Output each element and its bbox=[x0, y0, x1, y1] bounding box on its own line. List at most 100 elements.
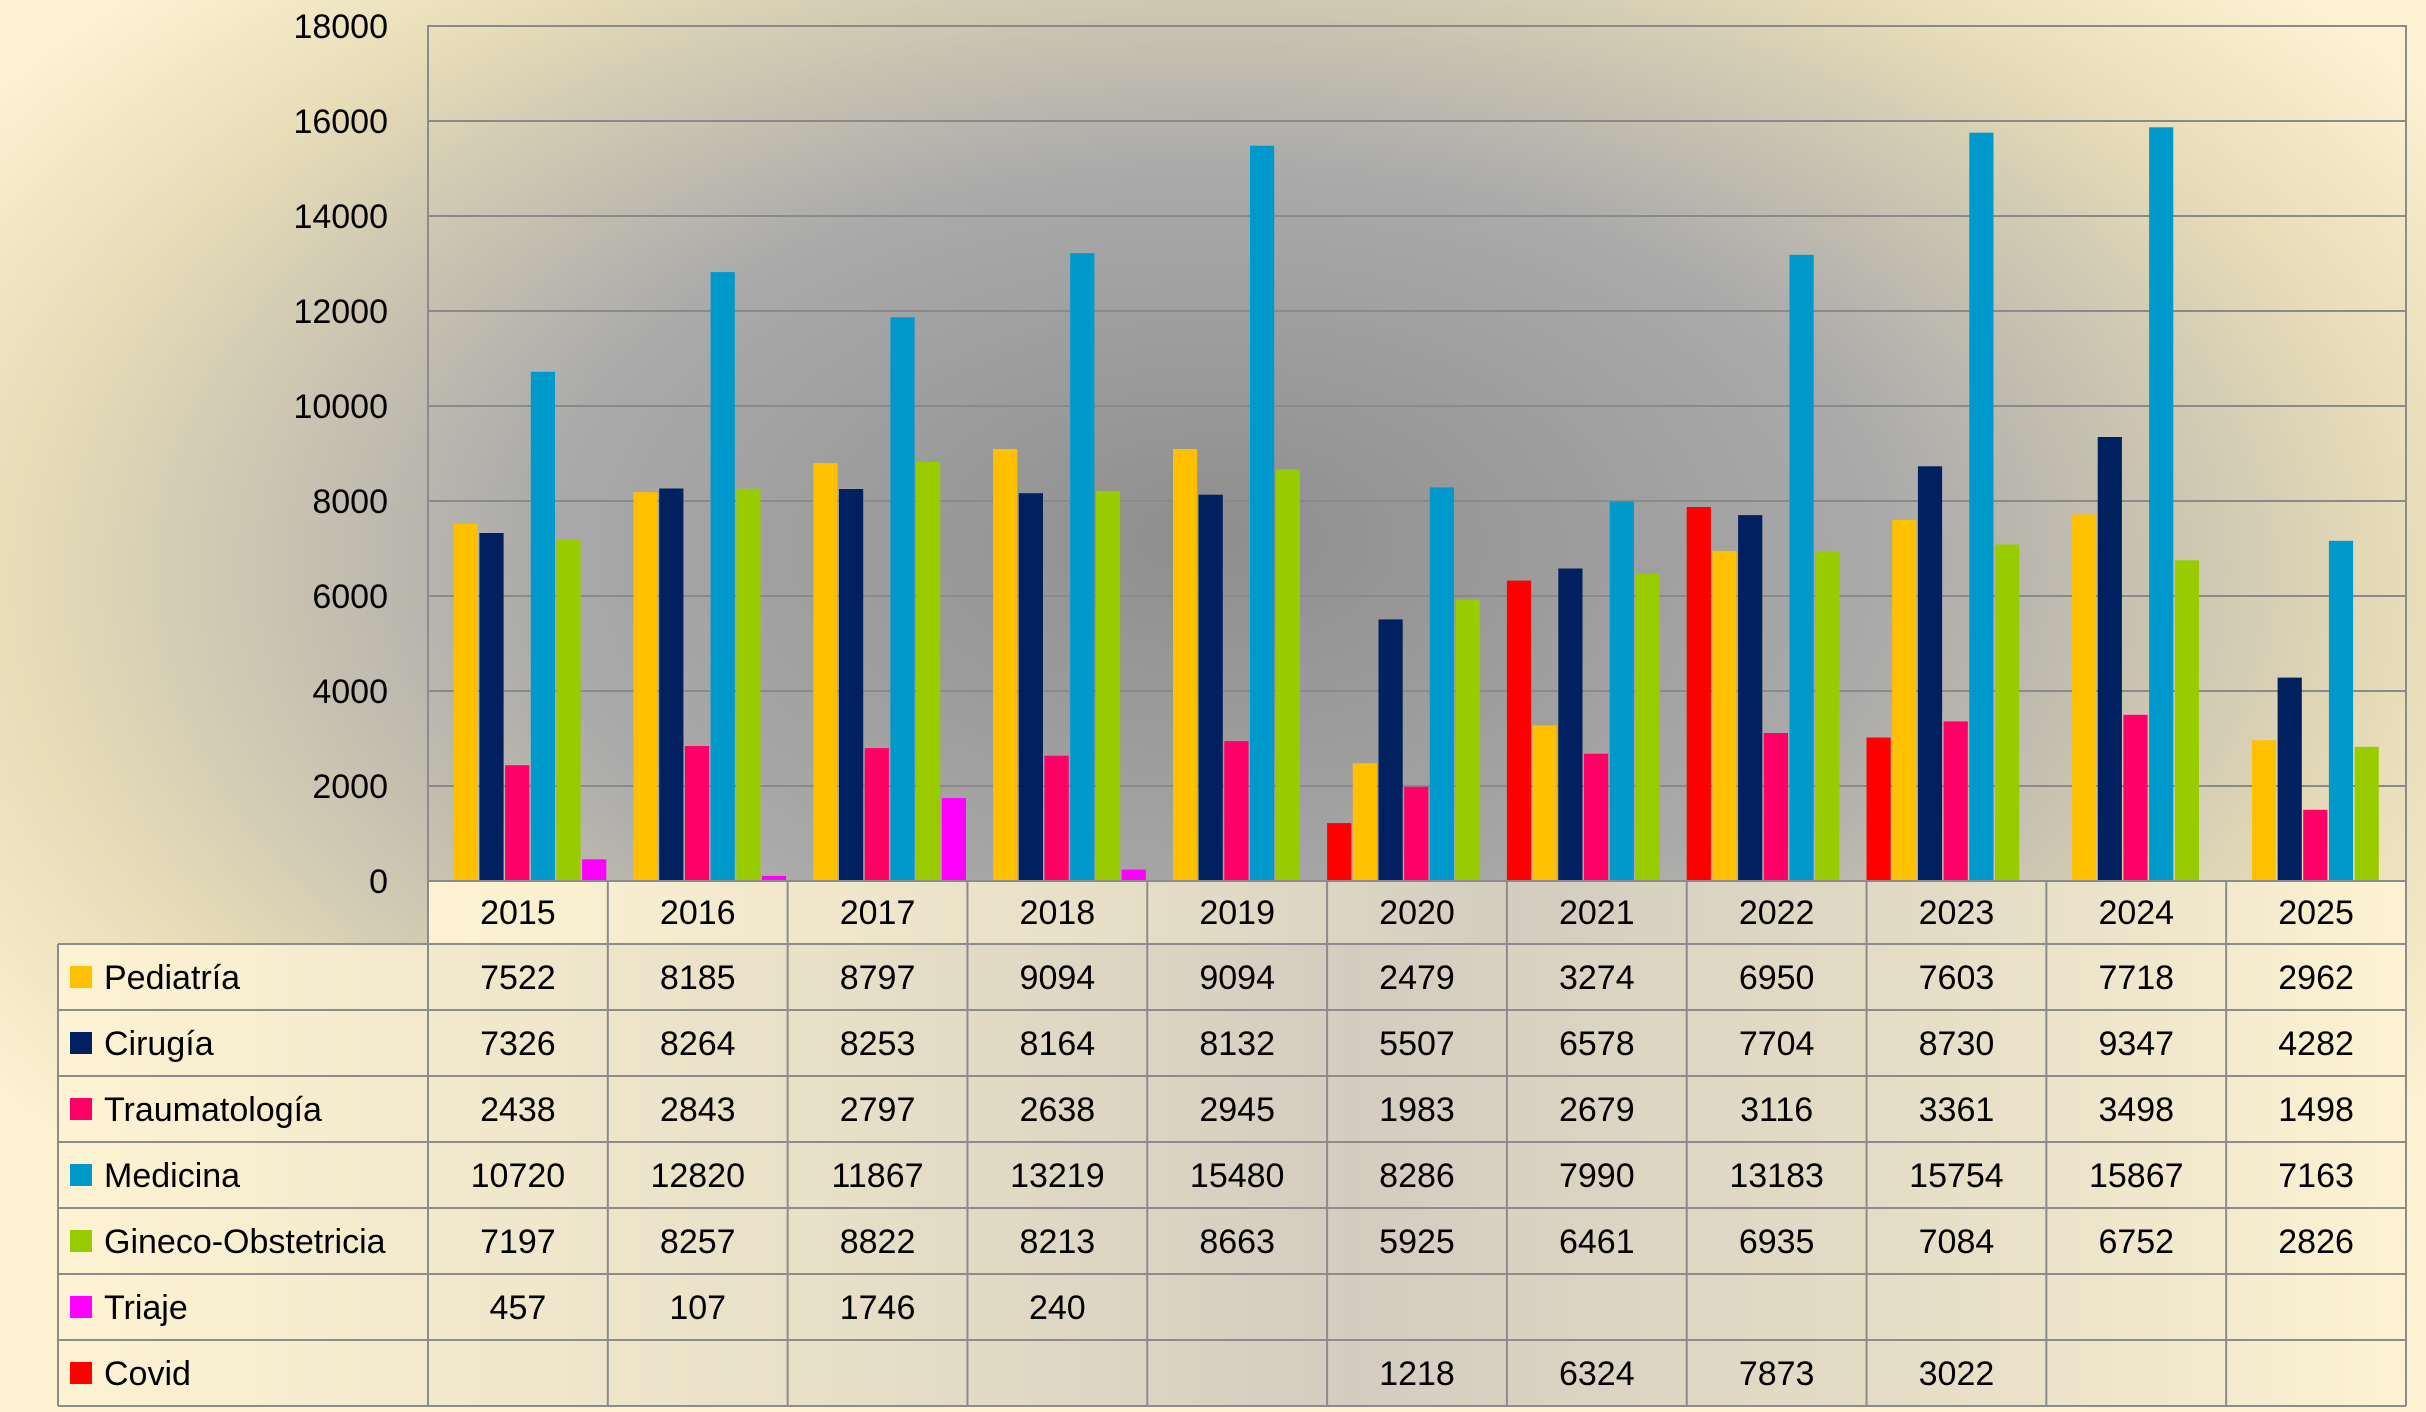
table-cell-value: 8185 bbox=[660, 959, 736, 997]
x-category-label: 2018 bbox=[1020, 894, 1096, 932]
x-category-label: 2017 bbox=[840, 894, 916, 932]
table-cell-value: 8164 bbox=[1020, 1025, 1096, 1063]
table-cell-value: 7990 bbox=[1559, 1157, 1635, 1195]
table-cell-value: 3116 bbox=[1740, 1091, 1813, 1129]
bar bbox=[479, 533, 504, 881]
y-tick-label: 8000 bbox=[312, 483, 388, 521]
table-cell-value: 8286 bbox=[1379, 1157, 1455, 1195]
bar bbox=[890, 317, 915, 881]
table-cell-value: 6578 bbox=[1559, 1025, 1635, 1063]
bar bbox=[1404, 786, 1429, 881]
table-cell-value: 8213 bbox=[1020, 1223, 1096, 1261]
y-tick-label: 12000 bbox=[293, 293, 388, 331]
table-cell-value: 10720 bbox=[471, 1157, 566, 1195]
legend-swatch bbox=[70, 966, 92, 988]
table-cell-value: 2797 bbox=[840, 1091, 916, 1129]
table-header-background bbox=[428, 881, 2406, 944]
x-category-label: 2019 bbox=[1199, 894, 1275, 932]
table-cell-value: 9094 bbox=[1199, 959, 1275, 997]
bar bbox=[839, 489, 864, 881]
bar bbox=[582, 859, 607, 881]
y-tick-label: 0 bbox=[369, 863, 388, 901]
table-cell-value: 2438 bbox=[480, 1091, 556, 1129]
table-body-background bbox=[58, 944, 2406, 1406]
bar bbox=[2097, 437, 2122, 881]
bar bbox=[1224, 741, 1249, 881]
bar bbox=[1275, 469, 1300, 881]
table-cell-value: 457 bbox=[490, 1289, 547, 1327]
bar bbox=[761, 875, 787, 881]
table-cell-value: 8663 bbox=[1199, 1223, 1275, 1261]
legend-series-name: Medicina bbox=[104, 1157, 240, 1195]
table-cell-value: 1983 bbox=[1379, 1091, 1455, 1129]
bar bbox=[710, 272, 735, 882]
table-cell-value: 8253 bbox=[840, 1025, 916, 1063]
bar bbox=[505, 765, 530, 881]
bar bbox=[556, 539, 581, 881]
table-cell-value: 3022 bbox=[1919, 1355, 1995, 1393]
legend-swatch bbox=[70, 1164, 92, 1186]
bar bbox=[1455, 599, 1480, 881]
bar bbox=[1943, 721, 1968, 881]
table-cell-value: 1498 bbox=[2278, 1091, 2354, 1129]
x-category-label: 2016 bbox=[660, 894, 736, 932]
legend-swatch bbox=[70, 1362, 92, 1384]
table-cell-value: 8132 bbox=[1199, 1025, 1275, 1063]
table-cell-value: 6461 bbox=[1559, 1223, 1635, 1261]
x-category-label: 2020 bbox=[1379, 894, 1455, 932]
table-cell-value: 9094 bbox=[1020, 959, 1096, 997]
bar bbox=[2354, 746, 2379, 881]
legend-swatch bbox=[70, 1032, 92, 1054]
table-cell-value: 15867 bbox=[2089, 1157, 2184, 1195]
table-cell-value: 107 bbox=[669, 1289, 726, 1327]
y-tick-label: 18000 bbox=[293, 8, 388, 46]
bar bbox=[1429, 487, 1454, 881]
bar bbox=[1609, 501, 1634, 881]
bar bbox=[1250, 145, 1275, 881]
table-cell-value: 7873 bbox=[1739, 1355, 1815, 1393]
x-category-label: 2025 bbox=[2278, 894, 2354, 932]
bar bbox=[2328, 540, 2354, 881]
bar bbox=[1738, 515, 1763, 881]
table-cell-value: 6950 bbox=[1739, 959, 1815, 997]
table-cell-value: 3361 bbox=[1919, 1091, 1995, 1129]
legend-series-name: Covid bbox=[104, 1355, 191, 1393]
bar bbox=[2149, 127, 2174, 882]
table-cell-value: 12820 bbox=[650, 1157, 745, 1195]
bar bbox=[1558, 568, 1583, 881]
table-cell-value: 7163 bbox=[2278, 1157, 2354, 1195]
bar bbox=[813, 463, 838, 881]
bar bbox=[2303, 809, 2328, 881]
table-cell-value: 15480 bbox=[1190, 1157, 1285, 1195]
x-category-label: 2022 bbox=[1739, 894, 1815, 932]
bar bbox=[1095, 490, 1121, 881]
bar bbox=[1892, 519, 1917, 881]
table-cell-value: 7718 bbox=[2098, 959, 2174, 997]
bar bbox=[736, 488, 761, 881]
y-tick-label: 6000 bbox=[312, 578, 388, 616]
table-cell-value: 7603 bbox=[1919, 959, 1995, 997]
table-cell-value: 13219 bbox=[1010, 1157, 1105, 1195]
bar bbox=[1070, 253, 1095, 882]
bar bbox=[993, 449, 1018, 881]
legend-swatch bbox=[70, 1230, 92, 1252]
table-cell-value: 240 bbox=[1029, 1289, 1086, 1327]
bar bbox=[1121, 869, 1146, 881]
legend-series-name: Traumatología bbox=[104, 1091, 322, 1129]
legend-series-name: Triaje bbox=[104, 1289, 188, 1327]
table-cell-value: 7326 bbox=[480, 1025, 556, 1063]
table-cell-value: 7704 bbox=[1739, 1025, 1815, 1063]
bar bbox=[1789, 254, 1814, 882]
table-cell-value: 4282 bbox=[2278, 1025, 2354, 1063]
y-axis: 0 2000 4000 6000 8000 10000 12000 14000 16000 180… bbox=[293, 8, 388, 901]
table-cell-value: 7197 bbox=[480, 1223, 556, 1261]
bar bbox=[2072, 514, 2097, 881]
bar bbox=[1173, 449, 1198, 881]
table-cell-value: 1746 bbox=[840, 1289, 916, 1327]
x-category-label: 2024 bbox=[2098, 894, 2174, 932]
y-tick-label: 2000 bbox=[312, 768, 388, 806]
bar bbox=[1506, 580, 1532, 881]
table-cell-value: 8822 bbox=[840, 1223, 916, 1261]
